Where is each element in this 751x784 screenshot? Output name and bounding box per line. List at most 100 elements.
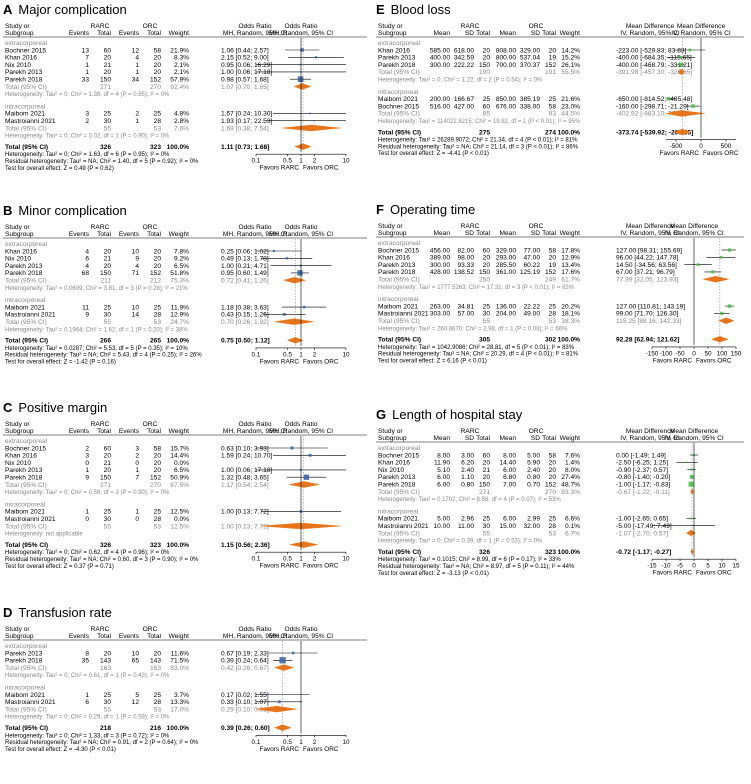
study-ci: 0.33 [0.10; 1.07] [221,699,269,706]
header-measure: Mean Difference [626,23,675,30]
orc-mean: 15.00 [499,523,516,530]
header-subgroup: Subgroup [378,30,407,37]
orc-sd: 370.37 [520,62,541,69]
x-tick-label: 100 [717,350,728,357]
orc-total: 152 [545,269,556,276]
footer-stat-2: Residual heterogeneity: Tau² = NA; Chi² … [378,564,575,570]
orc-sd: 2.40 [527,467,540,474]
overall-total-ci: -0.72 [-1.17; -0.27] [616,549,671,556]
header-events: Events [69,231,90,238]
rarc-total: 25 [104,692,112,699]
subgroup-total-ci: 115.25 [88.16; 142.33] [616,318,682,325]
study-ci: 14.50 [-34.56; 63.56] [616,262,677,269]
study-name: Maibom 2021 [5,509,45,516]
study-ci: 1.00 [0.21; 4.71] [221,263,269,270]
x-tick-label: -15 [647,563,657,570]
study-point [314,56,318,59]
x-tick-label: 1 [299,556,303,563]
orc-total: 152 [150,77,161,84]
header-method: MH, Random, 95% CI [223,231,287,238]
rarc-sd: 2.96 [461,516,474,523]
rarc-events: 4 [85,248,89,255]
rarc-total: 20 [104,69,112,76]
study-weight: 48.7% [561,482,580,489]
panel-letter: G [376,407,387,422]
rarc-total: 143 [100,658,111,665]
header-mean: Mean [500,435,517,442]
study-ci: 0.95 [0.60; 1.49] [221,270,269,277]
panel-title: C Positive margin [3,400,107,415]
forest-panel-c: C Positive margin Study or Subgroup RARC ORC E… [3,400,371,598]
panel-title-text: Positive margin [18,400,108,415]
rarc-events: 1 [85,62,89,69]
rarc-mean: 6.00 [437,482,450,489]
orc-events: 4 [135,263,139,270]
orc-total: 58 [549,452,557,459]
study-point [727,248,732,252]
footer-stat-2: Residual heterogeneity: Tau² = NA; Chi² … [378,352,579,358]
subgroup-total-rarc-total: 250 [479,277,490,284]
subgroup-total-weight: 93.3% [561,489,580,496]
subgroup-total-orc-total: 212 [150,278,161,285]
rarc-sd: 3.00 [461,452,474,459]
rarc-mean: 300.00 [430,62,451,69]
subgroup-total-diamond [293,83,312,90]
panel-letter: D [3,605,13,620]
study-ci: 96.00 [44.22; 147.78] [616,255,678,262]
orc-total: 20 [549,460,557,467]
overall-total-label: Total (95% CI) [378,549,421,556]
rarc-events: 35 [82,658,90,665]
rarc-total: 20 [483,47,491,54]
header-sd: SD [465,435,474,442]
study-point [679,62,683,67]
subgroup-total-diamond [665,110,705,117]
study-ci: -2.50 [-6.25; 1.25] [616,460,668,467]
subgroup-total-orc-total: 53 [154,319,162,326]
subgroup-name: intracorporeal [5,501,46,508]
study-name: Mastroianni 2021 [378,311,429,318]
study-name: Khan 2016 [5,55,37,62]
orc-sd: 0.80 [527,474,540,481]
favors-left-label: Favors RARC [653,357,693,364]
favors-left-label: Favors RARC [260,358,300,365]
rarc-total: 30 [104,516,112,523]
subgroup-total-rarc-total: 55 [104,523,112,530]
subgroup-total-label: Total (95% CI) [378,489,420,496]
rarc-total: 25 [104,304,112,311]
header-measure-plot: Mean Difference [670,223,719,230]
subgroup-total-rarc-total: 163 [100,665,111,672]
orc-total: 25 [154,111,162,118]
orc-total: 28 [154,699,162,706]
study-weight: 2.8% [174,118,189,125]
orc-total: 152 [150,475,161,482]
study-name: Parekh 2018 [5,270,43,277]
footer-stat-1: Heterogeneity: Tau² = 0; Chi² = 1.33, df… [5,733,170,739]
footer-stat-3: Test for overall effect: Z = -4.30 (P < … [5,747,116,753]
rarc-sd: 222.22 [454,62,475,69]
orc-total: 152 [545,62,556,69]
x-tick-label: 150 [731,350,742,357]
header-mean: Mean [434,30,451,37]
study-name: Bochner 2015 [378,103,419,110]
x-tick-label: 0.5 [283,739,292,746]
rarc-total: 30 [104,118,112,125]
orc-events: 12 [132,47,140,54]
x-tick-label: 0 [692,563,696,570]
x-tick-label: 2 [313,158,317,165]
orc-sd: 329.00 [520,47,541,54]
subgroup-total-rarc-total: 55 [104,125,112,132]
subgroup-heterogeneity: Heterogeneity: Tau² = 0.0609; Chi² = 3.8… [5,286,188,292]
orc-events: 2 [135,453,139,460]
subgroup-total-label: Total (95% CI) [5,278,47,285]
study-name: Mastroianni 2021 [5,118,56,125]
overall-total-rarc-total: 326 [100,542,111,549]
rarc-events: 1 [85,509,89,516]
subgroup-name: extracorporeal [378,240,421,247]
subgroup-total-label: Total (95% CI) [378,69,420,76]
overall-total-weight: 100.0% [558,337,581,344]
overall-total-orc-total: 265 [150,338,161,345]
study-name: Khan 2016 [378,255,410,262]
subgroup-name: extracorporeal [5,643,48,650]
rarc-total: 25 [483,96,491,103]
